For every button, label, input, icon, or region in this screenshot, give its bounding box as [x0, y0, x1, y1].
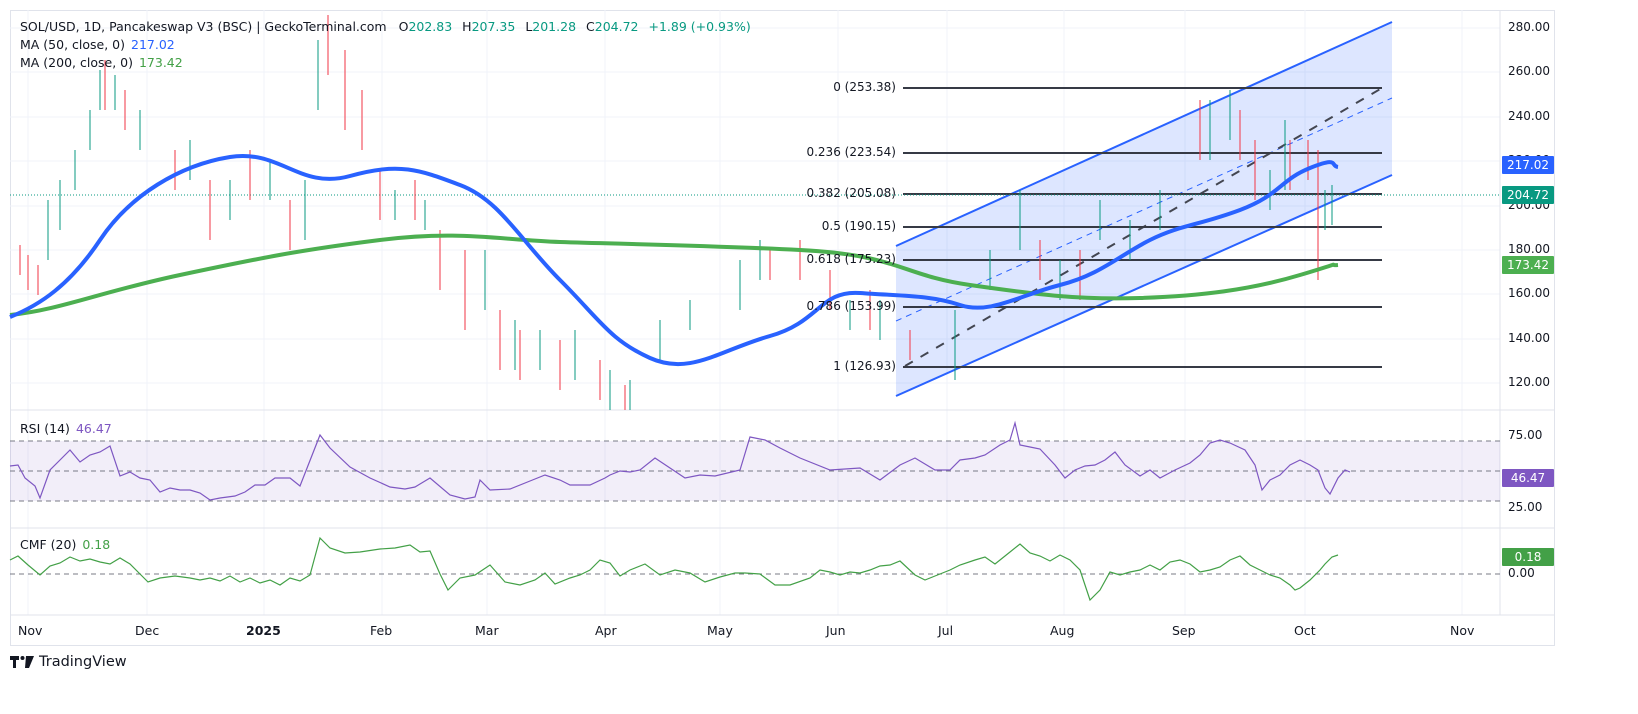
candlesticks[interactable] [19, 15, 1333, 410]
fib-label-0236: 0.236 (223.54) [806, 145, 896, 159]
tradingview-logo[interactable]: TradingView [10, 654, 127, 670]
high-label: H [462, 19, 472, 34]
low-value: 201.28 [532, 19, 577, 34]
channel-upper-line[interactable] [895, 21, 1393, 247]
change-value: +1.89 (+0.93%) [648, 19, 751, 34]
cmf-tick: 0.00 [1508, 566, 1535, 580]
cmf-line[interactable] [9, 536, 1339, 602]
time-label-nov-2025: Nov [1450, 623, 1475, 638]
low-label: L [525, 19, 533, 34]
close-value: 204.72 [594, 19, 639, 34]
fib-label-0618: 0.618 (175.23) [806, 252, 896, 266]
time-label-dec: Dec [135, 623, 160, 638]
cmf-value-tag: 0.18 [1502, 548, 1554, 566]
ma50-price-tag: 217.02 [1502, 156, 1554, 174]
last-price-tag: 204.72 [1502, 186, 1554, 204]
time-label-jun: Jun [826, 623, 846, 638]
price-tick: 120.00 [1508, 375, 1550, 389]
ma200-line[interactable] [9, 233, 1339, 317]
ma50-line[interactable] [9, 153, 1339, 367]
ma200-price-tag: 173.42 [1502, 256, 1554, 274]
tradingview-logo-icon [10, 656, 34, 668]
time-label-may: May [707, 623, 733, 638]
time-label-mar: Mar [475, 623, 499, 638]
high-value: 207.35 [471, 19, 516, 34]
open-label: O [398, 19, 409, 34]
rsi-band [10, 441, 1500, 501]
fib-levels[interactable] [903, 87, 1382, 368]
ma200-label: MA (200, close, 0) [20, 55, 133, 70]
time-label-apr: Apr [595, 623, 617, 638]
time-label-nov: Nov [18, 623, 43, 638]
time-label-oct: Oct [1294, 623, 1316, 638]
symbol-legend[interactable]: SOL/USD, 1D, Pancakeswap V3 (BSC) | Geck… [20, 18, 751, 36]
price-tick: 160.00 [1508, 286, 1550, 300]
ma50-value: 217.02 [131, 37, 175, 52]
rsi-legend[interactable]: RSI (14) 46.47 [20, 420, 112, 438]
rsi-tick: 75.00 [1508, 428, 1543, 442]
cmf-value: 0.18 [82, 537, 111, 552]
channel-lower-line[interactable] [895, 174, 1393, 397]
open-value: 202.83 [408, 19, 453, 34]
time-label-aug: Aug [1050, 623, 1075, 638]
fib-label-0: 0 (253.38) [833, 80, 896, 94]
price-tick: 260.00 [1508, 64, 1550, 78]
fib-label-0382: 0.382 (205.08) [806, 186, 896, 200]
rsi-value: 46.47 [75, 421, 112, 436]
cmf-legend[interactable]: CMF (20) 0.18 [20, 536, 110, 554]
rsi-tick: 25.00 [1508, 500, 1543, 514]
rsi-line[interactable] [9, 420, 1351, 501]
time-label-sep: Sep [1172, 623, 1196, 638]
ascending-channel-fill [896, 22, 1392, 396]
rsi-label: RSI (14) [20, 421, 70, 436]
symbol-info: SOL/USD, 1D, Pancakeswap V3 (BSC) | Geck… [20, 19, 387, 34]
price-tick: 240.00 [1508, 109, 1550, 123]
fib-label-0786: 0.786 (153.99) [806, 299, 896, 313]
time-label-feb: Feb [370, 623, 393, 638]
fib-label-1: 1 (126.93) [833, 359, 896, 373]
channel-mid-line [895, 97, 1393, 322]
ma200-value: 173.42 [138, 55, 183, 70]
fib-label-05: 0.5 (190.15) [821, 219, 896, 233]
chart-frame [10, 10, 1555, 646]
time-label-2025: 2025 [246, 623, 281, 638]
time-label-jul: Jul [938, 623, 954, 638]
close-label: C [586, 19, 595, 34]
rsi-value-tag: 46.47 [1502, 469, 1554, 487]
ma50-legend[interactable]: MA (50, close, 0) 217.02 [20, 36, 175, 54]
price-tick: 180.00 [1508, 242, 1550, 256]
tradingview-logo-text: TradingView [39, 654, 127, 670]
ma50-label: MA (50, close, 0) [20, 37, 126, 52]
price-tick: 140.00 [1508, 331, 1550, 345]
ma200-legend[interactable]: MA (200, close, 0) 173.42 [20, 54, 183, 72]
price-tick: 280.00 [1508, 20, 1550, 34]
cmf-label: CMF (20) [20, 537, 77, 552]
